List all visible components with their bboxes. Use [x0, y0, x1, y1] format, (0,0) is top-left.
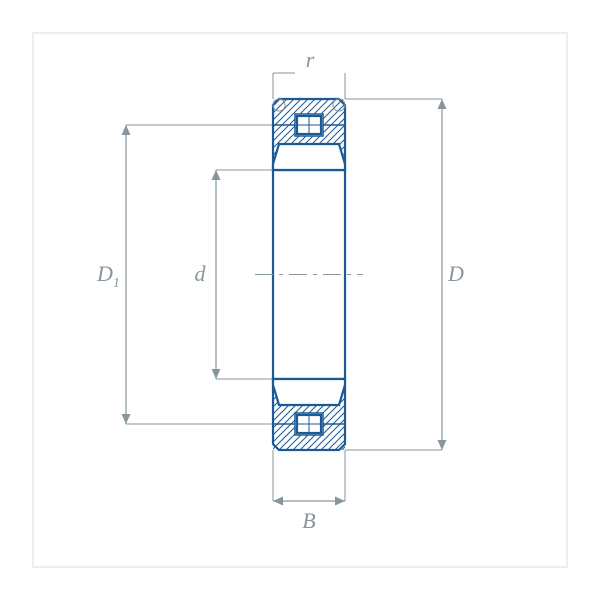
label-D: D: [447, 261, 464, 286]
label-r: r: [306, 47, 315, 72]
dimension-lines: [122, 73, 447, 506]
bearing-diagram: D1 d D r B: [0, 0, 600, 600]
frame: [33, 33, 567, 567]
bearing-section: [202, 99, 483, 450]
label-B: B: [302, 508, 315, 533]
label-d: d: [195, 261, 207, 286]
label-D1: D1: [96, 261, 120, 291]
